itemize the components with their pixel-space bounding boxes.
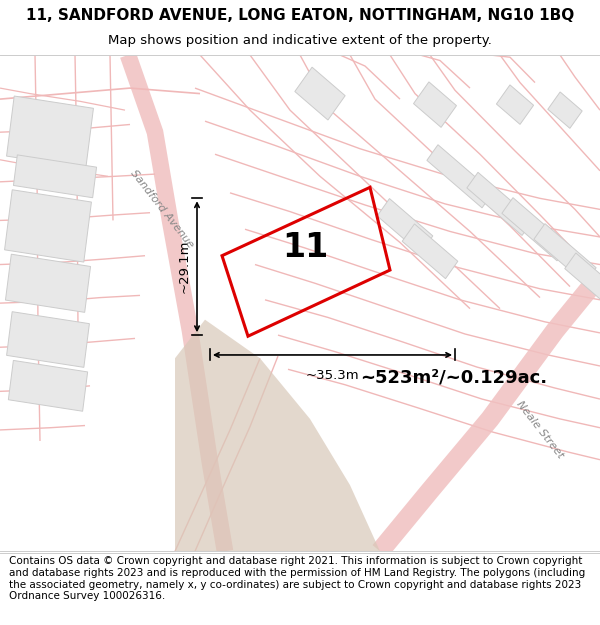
Text: Map shows position and indicative extent of the property.: Map shows position and indicative extent… bbox=[108, 34, 492, 48]
Bar bbox=[413, 82, 457, 127]
Polygon shape bbox=[175, 319, 380, 551]
Bar bbox=[377, 199, 433, 253]
Text: ~29.1m: ~29.1m bbox=[178, 240, 191, 294]
Text: ~523m²/~0.129ac.: ~523m²/~0.129ac. bbox=[360, 368, 547, 386]
Text: Neale Street: Neale Street bbox=[515, 399, 565, 461]
Bar bbox=[467, 173, 533, 236]
Bar bbox=[8, 361, 88, 411]
Bar bbox=[565, 253, 600, 302]
Text: 11: 11 bbox=[282, 231, 328, 264]
Bar bbox=[402, 224, 458, 279]
Bar bbox=[5, 190, 91, 262]
Text: Sandford Avenue: Sandford Avenue bbox=[128, 169, 196, 250]
Text: Contains OS data © Crown copyright and database right 2021. This information is : Contains OS data © Crown copyright and d… bbox=[9, 556, 585, 601]
Bar bbox=[7, 312, 89, 368]
Text: 11, SANDFORD AVENUE, LONG EATON, NOTTINGHAM, NG10 1BQ: 11, SANDFORD AVENUE, LONG EATON, NOTTING… bbox=[26, 8, 574, 23]
Text: ~35.3m: ~35.3m bbox=[305, 369, 359, 382]
Bar bbox=[548, 92, 582, 128]
Bar bbox=[7, 96, 94, 168]
Bar bbox=[496, 85, 533, 124]
Bar bbox=[5, 254, 91, 312]
Bar bbox=[534, 224, 596, 283]
Bar bbox=[295, 67, 345, 120]
Bar bbox=[502, 198, 568, 261]
Bar bbox=[427, 145, 493, 208]
Bar bbox=[13, 155, 97, 198]
